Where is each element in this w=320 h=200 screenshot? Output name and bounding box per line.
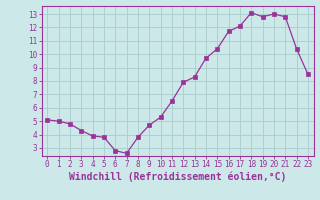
- X-axis label: Windchill (Refroidissement éolien,°C): Windchill (Refroidissement éolien,°C): [69, 172, 286, 182]
